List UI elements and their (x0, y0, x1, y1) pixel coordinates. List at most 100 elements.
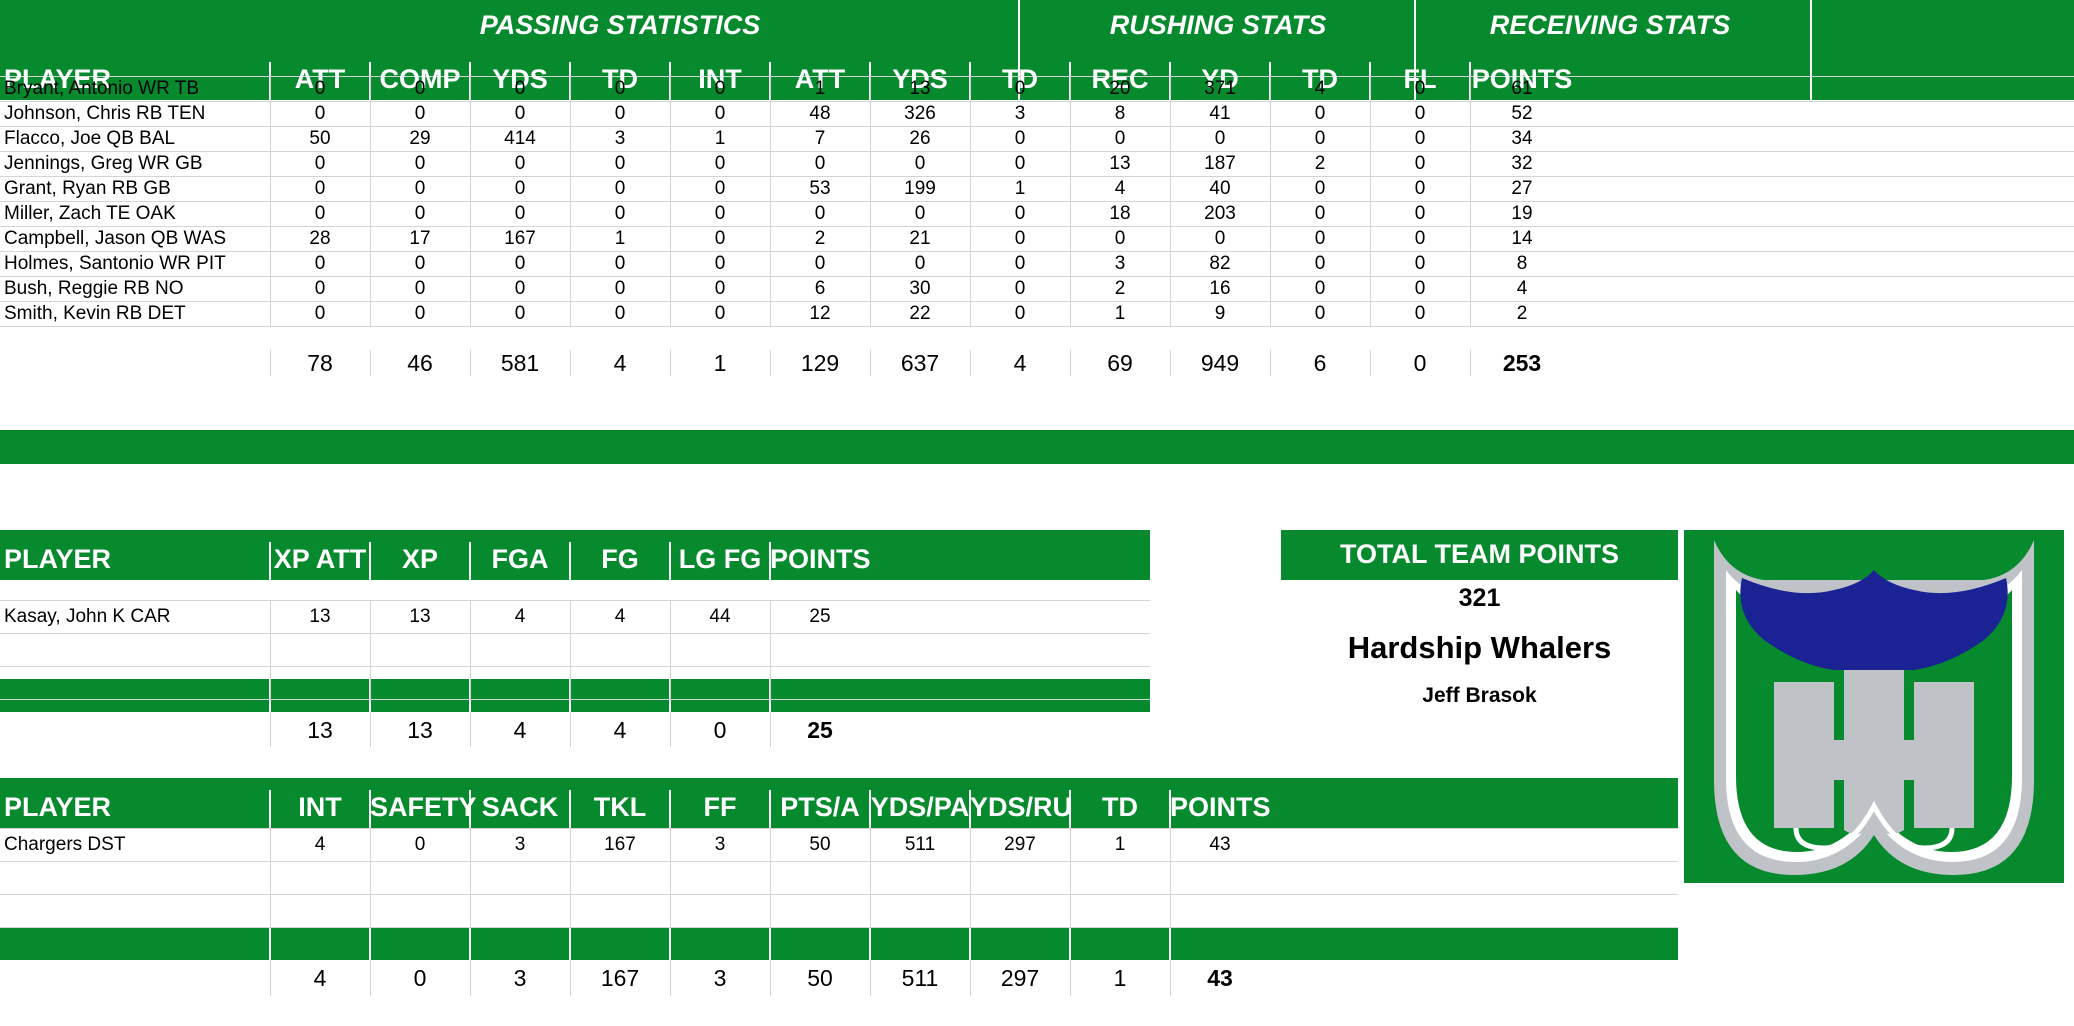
stat-cell: 34 (1511, 128, 1533, 149)
stat-cell: 4 (314, 834, 326, 855)
total-cell: 167 (600, 965, 640, 991)
stat-cell: 0 (1314, 103, 1326, 124)
stat-cell: 13 (309, 606, 331, 627)
cell-divider (470, 712, 471, 747)
stat-cell: 0 (514, 178, 526, 199)
stat-cell: 53 (809, 178, 831, 199)
stat-cell: 0 (514, 253, 526, 274)
stat-cell: 0 (414, 303, 426, 324)
stat-cell: 0 (714, 153, 726, 174)
stat-cell: 0 (714, 103, 726, 124)
stat-cell: 0 (1414, 203, 1426, 224)
column-divider (1169, 326, 1171, 350)
column-divider (769, 790, 771, 828)
stat-cell: 20 (1109, 78, 1131, 99)
cell-divider (670, 960, 671, 996)
stat-cell: 0 (1014, 203, 1026, 224)
cell-divider (270, 960, 271, 996)
stat-cell: 0 (1014, 228, 1026, 249)
total-cell: 129 (800, 350, 840, 376)
column-divider (569, 927, 571, 960)
stat-cell: 371 (1204, 78, 1236, 99)
stat-cell: 50 (809, 834, 831, 855)
player-name: Bush, Reggie RB NO (4, 278, 184, 299)
stat-cell: 0 (1014, 278, 1026, 299)
column-header: PLAYER (4, 792, 112, 822)
column-header: PLAYER (4, 544, 112, 574)
total-cell: 581 (500, 350, 540, 376)
stat-cell: 7 (814, 128, 826, 149)
stat-cell: 0 (1014, 128, 1026, 149)
stat-cell: 0 (414, 203, 426, 224)
cell-divider (470, 828, 471, 927)
stat-cell: 0 (314, 203, 326, 224)
stat-cell: 41 (1209, 103, 1231, 124)
column-header: TD (602, 64, 638, 94)
cell-divider (870, 350, 871, 376)
stat-cell: 0 (1114, 228, 1126, 249)
stat-cell: 4 (1516, 278, 1528, 299)
stat-cell: 0 (1314, 228, 1326, 249)
stat-cell: 0 (514, 303, 526, 324)
defense-header-bar (0, 778, 1678, 828)
column-divider (1169, 927, 1171, 960)
stat-cell: 0 (514, 153, 526, 174)
stat-cell: 0 (614, 178, 626, 199)
receiving-group-header: RECEIVING STATS (1489, 10, 1731, 40)
stat-cell: 13 (1109, 153, 1131, 174)
total-cell: 637 (900, 350, 940, 376)
defense-spacer-bar (0, 927, 1678, 960)
whalers-logo-icon (1684, 530, 2064, 883)
column-header: SACK (481, 792, 559, 822)
column-divider (369, 542, 371, 580)
cell-divider (670, 600, 671, 699)
stat-cell: 4 (1314, 78, 1326, 99)
stat-cell: 0 (814, 153, 826, 174)
column-divider (369, 927, 371, 960)
player-name: Johnson, Chris RB TEN (4, 103, 206, 124)
stat-cell: 44 (709, 606, 731, 627)
player-name: Chargers DST (4, 834, 126, 855)
cell-divider (1170, 960, 1171, 996)
column-header: POINTS (1170, 792, 1271, 822)
total-cell: 3 (513, 965, 527, 991)
stat-cell: 29 (409, 128, 431, 149)
row-divider (0, 126, 2074, 127)
cell-divider (970, 350, 971, 376)
column-divider (469, 542, 471, 580)
stat-cell: 0 (414, 78, 426, 99)
stat-cell: 0 (1414, 228, 1426, 249)
player-name: Grant, Ryan RB GB (4, 178, 171, 199)
cell-divider (470, 76, 471, 326)
cell-divider (270, 712, 271, 747)
stat-cell: 8 (1114, 103, 1126, 124)
total-cell: 46 (407, 350, 433, 376)
cell-divider (270, 828, 271, 927)
stat-cell: 0 (1414, 128, 1426, 149)
stat-cell: 3 (714, 834, 726, 855)
cell-divider (370, 828, 371, 927)
stat-cell: 13 (409, 606, 431, 627)
stat-cell: 0 (514, 203, 526, 224)
cell-divider (670, 828, 671, 927)
total-cell: 0 (713, 717, 727, 743)
stat-cell: 0 (614, 153, 626, 174)
column-header: LG FG (678, 544, 762, 574)
stat-cell: 0 (1314, 303, 1326, 324)
stat-cell: 199 (904, 178, 936, 199)
column-divider (669, 542, 671, 580)
row-divider (0, 828, 1678, 829)
column-header: YDS/PA (870, 792, 970, 822)
total-cell: 4 (1013, 350, 1027, 376)
stat-cell: 0 (614, 278, 626, 299)
player-name: Holmes, Santonio WR PIT (4, 253, 226, 274)
stat-cell: 0 (614, 303, 626, 324)
stat-cell: 17 (409, 228, 431, 249)
total-cell: 0 (413, 965, 427, 991)
stat-cell: 4 (1114, 178, 1126, 199)
column-header: FG (601, 544, 639, 574)
stat-cell: 0 (914, 153, 926, 174)
column-divider (569, 790, 571, 828)
column-header: INT (298, 792, 342, 822)
stat-cell: 0 (414, 278, 426, 299)
